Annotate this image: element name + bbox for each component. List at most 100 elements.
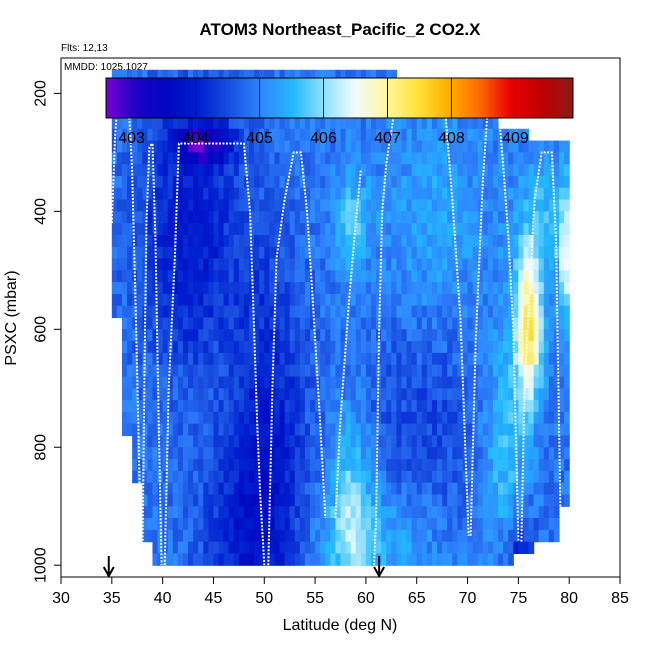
heatmap-cell <box>533 352 540 366</box>
heatmap-cell <box>340 317 347 330</box>
heatmap-cell <box>386 364 392 378</box>
heatmap-cell <box>147 447 154 460</box>
heatmap-cell <box>482 293 489 307</box>
heatmap-cell <box>482 470 489 484</box>
heatmap-cell <box>457 553 464 566</box>
heatmap-cell <box>203 282 209 295</box>
heatmap-cell <box>172 529 179 543</box>
heatmap-cell <box>233 128 240 142</box>
heatmap-cell <box>218 341 225 354</box>
heatmap-cell <box>386 329 392 342</box>
heatmap-cell <box>254 293 260 307</box>
heatmap-cell <box>508 482 514 496</box>
heatmap-cell <box>264 470 270 484</box>
heatmap-cell <box>355 470 362 484</box>
heatmap-cell <box>254 187 260 201</box>
heatmap-cell <box>330 541 337 555</box>
heatmap-cell <box>121 388 128 401</box>
heatmap-cell <box>198 246 204 260</box>
heatmap-cell <box>243 152 250 165</box>
heatmap-cell <box>218 376 225 389</box>
heatmap-cell <box>213 341 220 354</box>
heatmap-cell <box>157 152 164 165</box>
heatmap-cell <box>299 199 306 212</box>
heatmap-cell <box>162 270 169 283</box>
heatmap-cell <box>518 187 525 201</box>
heatmap-cell <box>416 447 423 460</box>
heatmap-cell <box>213 447 220 460</box>
heatmap-cell <box>177 293 184 307</box>
heatmap-cell <box>198 128 204 142</box>
heatmap-cell <box>243 435 250 448</box>
heatmap-cell <box>203 258 209 271</box>
heatmap-cell <box>365 223 372 236</box>
heatmap-cell <box>391 282 397 295</box>
heatmap-cell <box>162 199 169 212</box>
heatmap-cell <box>360 411 367 425</box>
flight-profile-line <box>163 142 256 566</box>
heatmap-cell <box>177 116 184 130</box>
heatmap-cell <box>213 258 220 271</box>
heatmap-cell <box>188 258 194 271</box>
heatmap-cell <box>142 494 148 507</box>
heatmap-cell <box>370 223 377 236</box>
heatmap-cell <box>564 175 570 189</box>
heatmap-cell <box>335 518 342 531</box>
heatmap-cell <box>264 459 270 472</box>
heatmap-cell <box>147 529 154 543</box>
heatmap-cell <box>132 128 138 142</box>
heatmap-cell <box>208 234 215 248</box>
heatmap-cell <box>325 293 331 307</box>
heatmap-cell <box>477 175 484 189</box>
heatmap-cell <box>437 116 443 130</box>
heatmap-cell <box>172 388 179 401</box>
heatmap-cell <box>238 329 245 342</box>
heatmap-cell <box>325 518 331 531</box>
heatmap-cell <box>467 116 474 130</box>
heatmap-cell <box>137 423 143 437</box>
colorbar: 403 404 405 406 407 408 409 <box>105 77 574 147</box>
heatmap-cell <box>116 175 123 189</box>
heatmap-cell <box>503 199 509 212</box>
heatmap-cell <box>345 459 352 472</box>
heatmap-cell <box>233 506 240 519</box>
heatmap-cell <box>294 553 301 566</box>
heatmap-cell <box>391 223 397 236</box>
heatmap-cell <box>482 541 489 555</box>
heatmap-cell <box>538 329 545 342</box>
heatmap-cell <box>279 553 286 566</box>
heatmap-cell <box>254 364 260 378</box>
heatmap-cell <box>208 270 215 283</box>
heatmap-cell <box>325 494 331 507</box>
heatmap-cell <box>431 164 438 177</box>
heatmap-cell <box>564 317 570 330</box>
heatmap-cell <box>264 128 270 142</box>
heatmap-cell <box>472 164 479 177</box>
heatmap-cell <box>437 447 443 460</box>
heatmap-cell <box>416 470 423 484</box>
heatmap-cell <box>462 317 469 330</box>
heatmap-cell <box>401 400 408 413</box>
heatmap-cell <box>223 317 230 330</box>
heatmap-cell <box>442 341 448 354</box>
heatmap-cell <box>528 164 535 177</box>
heatmap-cell <box>228 447 235 460</box>
heatmap-cell <box>401 411 408 425</box>
heatmap-cell <box>487 352 494 366</box>
heatmap-cell <box>513 128 519 142</box>
heatmap-cell <box>243 223 250 236</box>
heatmap-cell <box>208 364 215 378</box>
heatmap-cell <box>147 376 154 389</box>
heatmap-cell <box>228 423 235 437</box>
heatmap-cell <box>137 128 143 142</box>
heatmap-cell <box>340 459 347 472</box>
heatmap-cell <box>452 317 458 330</box>
heatmap-cell <box>193 246 199 260</box>
heatmap-cell <box>335 329 342 342</box>
heatmap-cell <box>213 400 220 413</box>
heatmap-cell <box>157 234 164 248</box>
heatmap-cell <box>416 258 423 271</box>
heatmap-cell <box>228 187 235 201</box>
heatmap-cell <box>243 317 250 330</box>
heatmap-cell <box>345 128 352 142</box>
